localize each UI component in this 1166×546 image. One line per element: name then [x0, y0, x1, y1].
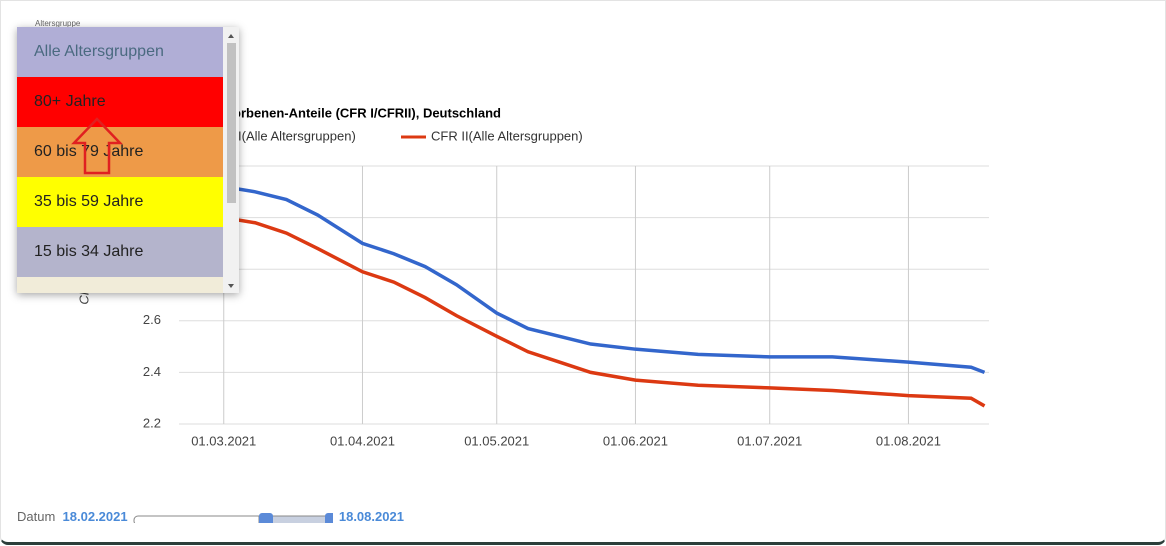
x-tick-label: 01.07.2021 — [737, 433, 802, 448]
filter-label: Altersgruppe — [35, 19, 81, 28]
legend-label: I(Alle Altersgruppen) — [238, 128, 356, 143]
scrollbar[interactable] — [223, 27, 239, 293]
scroll-arrows — [228, 34, 234, 288]
plot: 2.22.42.62.833.201.03.202101.04.202101.0… — [143, 128, 989, 448]
x-tick-label: 01.05.2021 — [464, 433, 529, 448]
dropdown[interactable]: Alle Altersgruppen 80+ Jahre 60 bis 79 Jah… — [17, 27, 239, 293]
line-series — [223, 215, 986, 408]
slider-start: 18.02.2021 — [62, 509, 128, 524]
dropdown-option[interactable]: 60 bis 79 Jahre — [17, 127, 224, 177]
date-slider: Datum 18.02.2021 18.08.2021 — [17, 509, 404, 524]
dropdown-option[interactable]: 15 bis 34 Jahre — [17, 227, 224, 277]
slider-end: 18.08.2021 — [338, 509, 404, 524]
dropdown-option[interactable]: Alle Altersgruppen — [17, 27, 224, 77]
y-tick-label: 2.2 — [143, 415, 161, 430]
scroll-thumb[interactable] — [227, 43, 236, 203]
x-tick-label: 01.06.2021 — [603, 433, 668, 448]
legend-label: CFR II(Alle Altersgruppen) — [431, 128, 583, 143]
dropdown-option[interactable]: 80+ Jahre — [17, 77, 224, 127]
option-list: Alle Altersgruppen 80+ Jahre 60 bis 79 Jah… — [17, 27, 239, 277]
y-tick-label: 2.4 — [143, 364, 161, 379]
x-tick-label: 01.04.2021 — [330, 433, 395, 448]
x-tick-label: 01.03.2021 — [191, 433, 256, 448]
line-series — [223, 184, 986, 375]
x-tick-label: 01.08.2021 — [876, 433, 941, 448]
slider-label: Datum — [17, 509, 56, 524]
chart-title: orbenen-Anteile (CFR I/CFRII), Deutschla… — [233, 105, 501, 120]
slider-handle[interactable] — [259, 512, 274, 523]
dropdown-option[interactable]: 35 bis 59 Jahre — [17, 177, 224, 227]
slider-track[interactable] — [133, 512, 334, 523]
y-tick-label: 2.6 — [143, 312, 161, 327]
slider-handle[interactable] — [325, 512, 334, 523]
